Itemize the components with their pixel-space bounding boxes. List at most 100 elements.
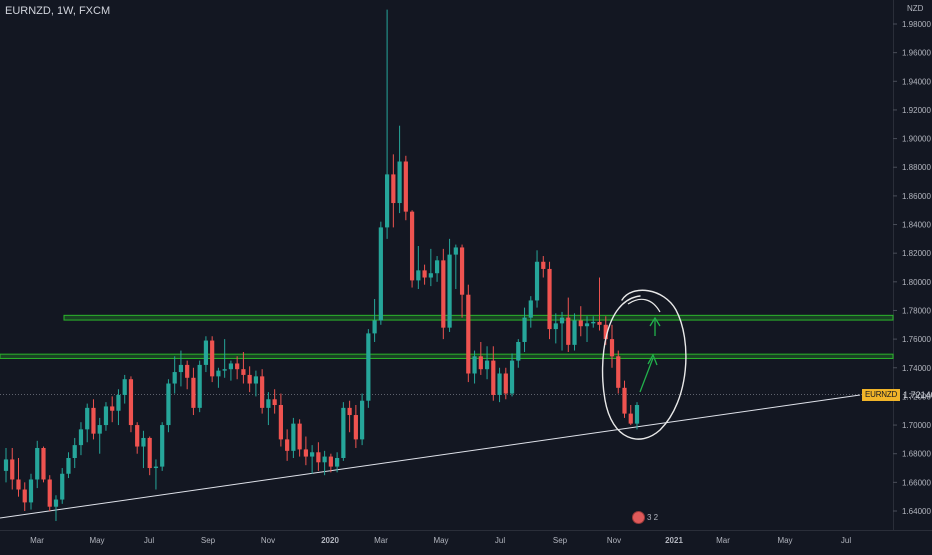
arrow-head-lower [647,353,658,366]
candle-body [459,247,465,295]
candle-body [122,379,127,395]
candle-body [403,161,408,212]
candle-body [559,317,565,324]
x-tick-label: Jul [841,536,851,545]
candle-body [28,479,34,503]
x-tick-label: 2020 [321,536,339,545]
candle-body [3,459,9,471]
y-tick-label: 1.90000 [902,135,931,144]
candle-body [472,356,477,374]
y-tick-label: 1.84000 [902,221,931,230]
candle-body [16,479,21,490]
x-tick-label: Nov [261,536,275,545]
candle-body [97,425,102,434]
y-tick-label: 1.64000 [902,507,931,516]
arrow-head-upper [649,316,661,327]
candle-body [235,363,240,370]
candle-body [384,174,390,228]
last-price-symbol: EURNZD [862,389,901,401]
arrow-shaft-lower [639,357,654,393]
candle-body [78,429,84,446]
candle-body [191,377,196,408]
events-badge[interactable]: 3 2 [632,510,660,524]
candle-body [603,324,608,340]
candle-body [103,406,109,426]
candle-body [591,321,596,324]
candle-body [572,320,577,345]
candle-body [335,458,340,467]
x-tick-label: May [433,536,448,545]
y-tick-label: 1.68000 [902,450,931,459]
candle-body [85,407,90,430]
y-tick-label: 1.94000 [902,77,931,86]
candle-body [35,447,40,480]
candle-body [160,425,165,467]
candle-body [53,499,59,507]
candle-body [47,479,52,507]
candle-body [409,211,415,281]
candle-body [391,174,396,204]
candle-body [372,320,377,334]
candle-body [597,321,602,325]
candle-body [216,370,221,377]
candle-body [166,383,171,426]
y-tick-label: 1.66000 [902,478,931,487]
support-resistance-zone [0,353,894,359]
candle-body [241,369,246,375]
candle-body [316,452,321,463]
y-unit-label: NZD [907,4,924,13]
candle-body [547,268,552,330]
candle-body [297,423,302,450]
candle-body [534,261,540,301]
candle-body [478,356,483,370]
x-tick-label: 2021 [665,536,683,545]
x-tick-label: Sep [553,536,568,545]
candle-body [491,360,496,395]
y-tick-label: 1.74000 [902,364,931,373]
candle-body [272,399,277,406]
candle-body [441,260,446,328]
candle-body [541,261,546,269]
candle-body [41,447,46,480]
candle-body [266,399,271,408]
candle-body [509,360,515,394]
candle-body [285,439,290,451]
candle-body [360,400,365,440]
x-tick-label: Sep [201,536,216,545]
candle-body [210,340,215,377]
x-tick-label: Mar [716,536,730,545]
candle-body [484,360,490,370]
y-tick-label: 1.70000 [902,421,931,430]
y-tick-label: 1.92000 [902,106,931,115]
candle-body [328,456,333,467]
candle-body [416,270,421,281]
last-price-value: 1.72140 [903,390,932,400]
y-tick-label: 1.86000 [902,192,931,201]
y-tick-label: 1.76000 [902,335,931,344]
y-tick-label: 1.98000 [902,20,931,29]
candle-body [422,270,427,278]
trendline [0,394,861,519]
candle-body [10,459,15,480]
candle-body [528,300,533,318]
candle-body [503,373,508,394]
events-count: 3 2 [647,512,659,522]
candle-body [141,437,146,447]
y-tick-label: 1.96000 [902,49,931,58]
x-tick-label: Nov [607,536,621,545]
candle-body [310,452,315,457]
candle-body [553,323,558,330]
candle-body [584,323,590,327]
x-tick-label: Jul [495,536,505,545]
y-tick-label: 1.72000 [902,392,931,401]
candle-body [72,445,77,459]
candle-body [347,407,352,416]
candle-body [203,340,209,365]
candle-body [178,364,184,373]
candle-body [147,437,152,469]
candle-body [278,405,283,440]
candle-body [197,364,202,408]
candle-body [522,317,527,342]
